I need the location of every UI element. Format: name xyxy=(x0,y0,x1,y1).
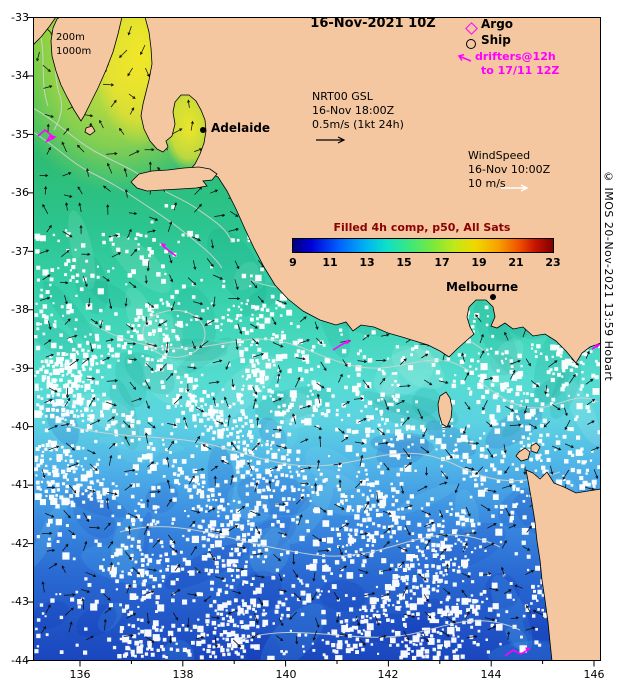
lat-tick-label: -40 xyxy=(11,420,29,433)
sst-contour xyxy=(239,620,521,641)
plot-border xyxy=(33,17,601,661)
depth-label-1000m: 1000m xyxy=(56,46,92,57)
lat-tick-label: -42 xyxy=(11,537,29,550)
lat-tick-label: -35 xyxy=(11,128,29,141)
colorbar-tick: 15 xyxy=(396,256,412,269)
adelaide-marker xyxy=(200,127,206,133)
bathymetry-contour xyxy=(33,131,223,269)
drifter-arrowhead xyxy=(595,344,601,348)
tasmania xyxy=(525,469,601,661)
sst-contour xyxy=(59,421,561,482)
legend-drifters-label: drifters@12h xyxy=(475,50,556,63)
mainland-australia xyxy=(140,17,601,364)
copyright-credit: © IMOS 20-Nov-2021 13:59 Hobart xyxy=(602,170,615,382)
lon-tick-label: 144 xyxy=(480,668,502,681)
colorbar xyxy=(292,238,554,253)
drifter-arrow-icon xyxy=(457,53,472,62)
eyre-peninsula xyxy=(50,17,123,122)
colorbar-ticks: 9 11 13 15 17 19 21 23 xyxy=(289,256,560,270)
sst-contour xyxy=(119,526,501,557)
current-key-name: NRT00 GSL xyxy=(312,90,373,103)
colorbar-tick: 23 xyxy=(545,256,561,269)
drifter-arrowhead xyxy=(50,134,57,139)
lat-tick-label: -44 xyxy=(11,654,29,667)
sst-contour xyxy=(142,309,206,358)
lon-tick-label: 142 xyxy=(377,668,399,681)
kangaroo-island xyxy=(130,166,218,192)
current-key-scale: 0.5m/s (1kt 24h) xyxy=(312,118,404,131)
map-plot-area xyxy=(33,17,601,661)
sst-contour xyxy=(479,381,599,409)
colorbar-title: Filled 4h comp, p50, All Sats xyxy=(333,221,511,234)
legend-drifters-sub: to 17/11 12Z xyxy=(481,64,560,77)
wind-scale-arrow xyxy=(501,184,529,192)
bathymetry-contour xyxy=(39,31,49,107)
legend-argo-label: Argo xyxy=(481,17,514,31)
drifter-arrowhead xyxy=(345,340,351,345)
ship-circle-icon xyxy=(466,39,476,49)
lon-tick-label: 140 xyxy=(275,668,297,681)
colorbar-tick: 13 xyxy=(359,256,375,269)
lat-tick-label: -38 xyxy=(11,303,29,316)
adelaide-label: Adelaide xyxy=(211,121,271,135)
cloud-gap-layer xyxy=(34,204,601,661)
drifter-arrowhead xyxy=(160,243,166,248)
melbourne-label: Melbourne xyxy=(446,280,519,294)
drifter-track-layer xyxy=(37,128,601,657)
page-title: 16-Nov-2021 10Z xyxy=(310,16,436,31)
lon-tick-label: 146 xyxy=(583,668,605,681)
lat-tick-label: -34 xyxy=(11,69,29,82)
land-layer xyxy=(33,17,601,661)
lat-tick-label: -39 xyxy=(11,362,29,375)
lat-tick-label: -37 xyxy=(11,245,29,258)
lat-tick-label: -43 xyxy=(11,595,29,608)
lon-tick-label: 138 xyxy=(172,668,194,681)
drifter-track xyxy=(504,648,530,657)
west-corner-land xyxy=(33,17,57,46)
colorbar-tick: 17 xyxy=(434,256,450,269)
drifter-arrowhead xyxy=(525,647,531,652)
wind-key-scale: 10 m/s xyxy=(468,177,506,190)
current-key-time: 16-Nov 18:00Z xyxy=(312,104,395,117)
depth-label-200m: 200m xyxy=(56,32,85,43)
current-scale-arrow xyxy=(316,136,346,144)
king-island xyxy=(437,391,453,428)
colorbar-tick: 19 xyxy=(471,256,487,269)
melbourne-marker xyxy=(490,294,496,300)
legend-ship-label: Ship xyxy=(481,33,511,47)
lat-tick-label: -36 xyxy=(11,186,29,199)
colorbar-tick: 9 xyxy=(289,256,297,269)
thistle-island xyxy=(84,125,96,136)
colorbar-tick: 21 xyxy=(508,256,524,269)
axis-ticks xyxy=(27,17,595,667)
wind-key-time: 16-Nov 10:00Z xyxy=(468,163,551,176)
lat-tick-label: -41 xyxy=(11,478,29,491)
lat-tick-label: -33 xyxy=(11,11,29,24)
colorbar-tick: 11 xyxy=(322,256,338,269)
three-hummock-island xyxy=(530,442,541,454)
lon-tick-label: 136 xyxy=(69,668,91,681)
wind-key-name: WindSpeed xyxy=(468,149,531,162)
sst-contour xyxy=(89,321,471,373)
hunter-island xyxy=(515,447,531,462)
